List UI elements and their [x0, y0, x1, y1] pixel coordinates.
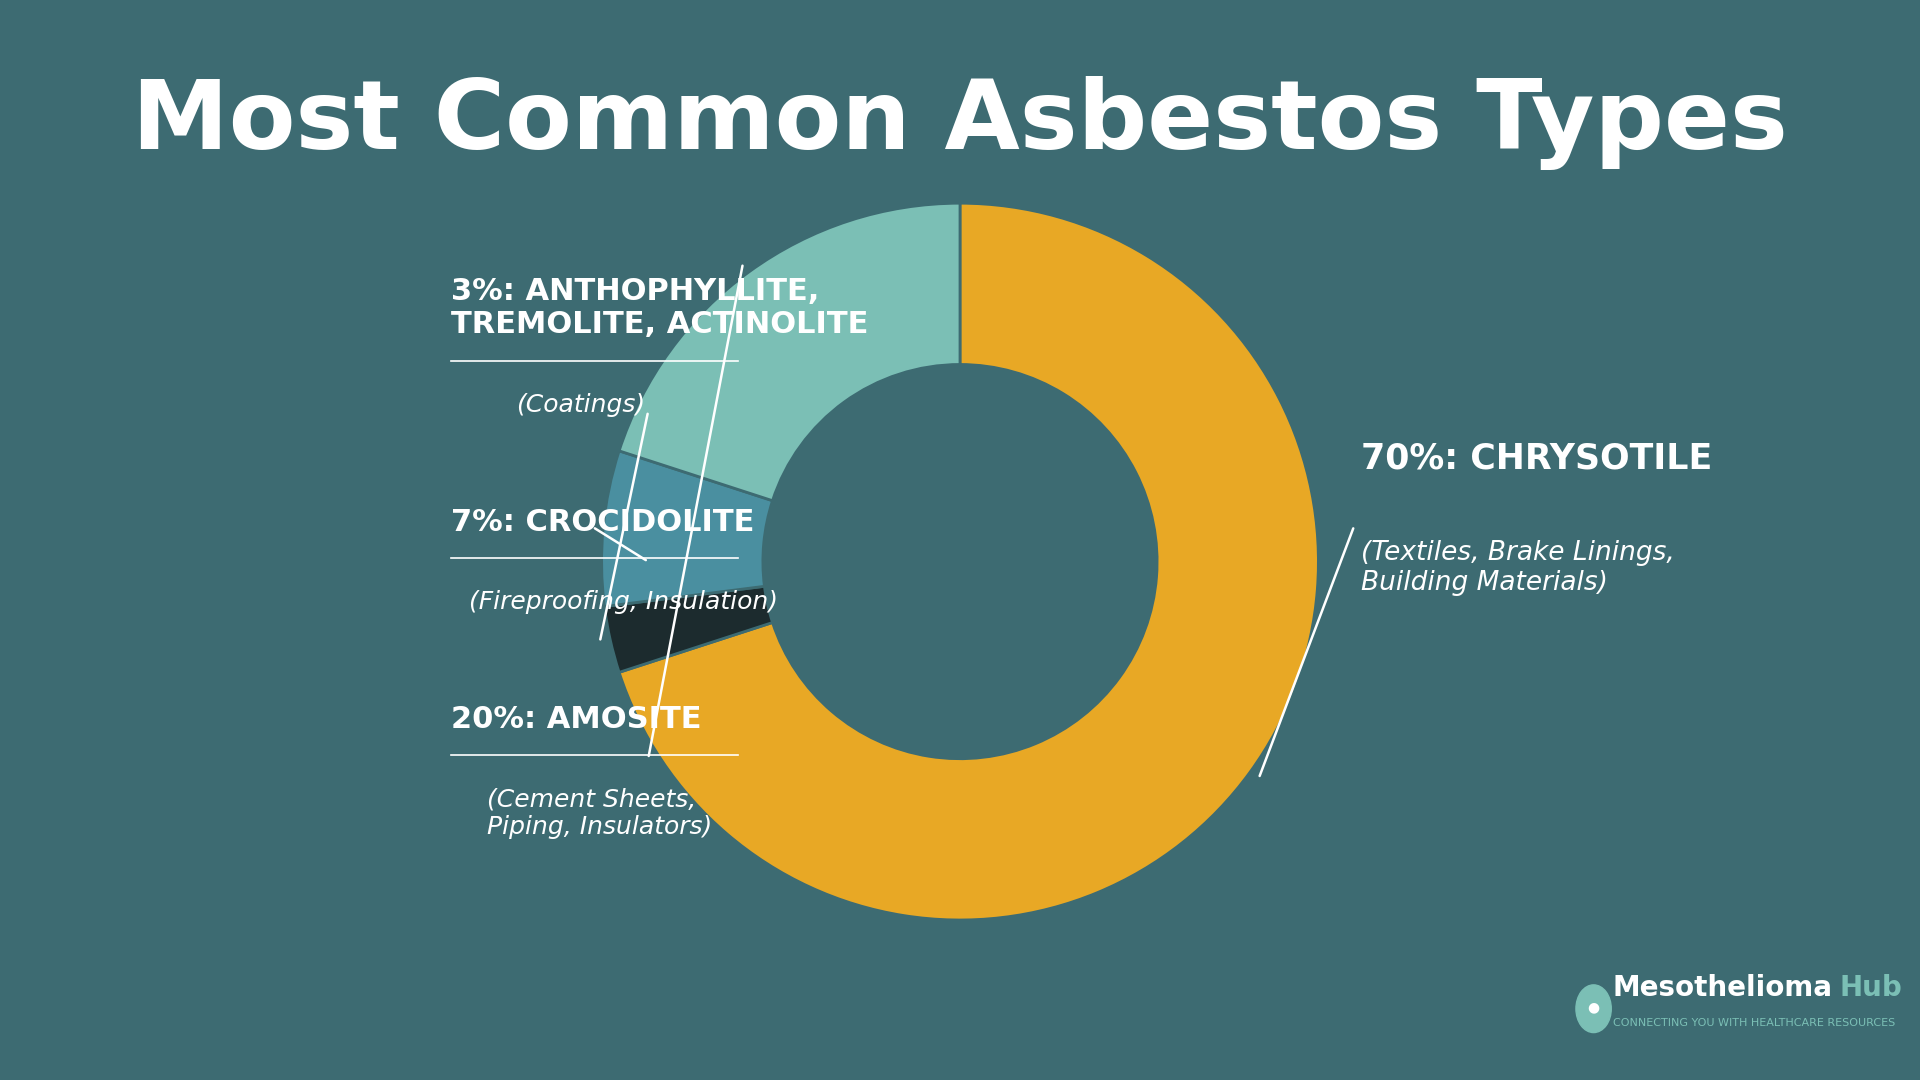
Text: Most Common Asbestos Types: Most Common Asbestos Types: [132, 76, 1788, 170]
Wedge shape: [618, 203, 960, 501]
Text: CONNECTING YOU WITH HEALTHCARE RESOURCES: CONNECTING YOU WITH HEALTHCARE RESOURCES: [1613, 1018, 1895, 1028]
Text: (Cement Sheets,
Piping, Insulators): (Cement Sheets, Piping, Insulators): [488, 787, 712, 839]
Text: 7%: CROCIDOLITE: 7%: CROCIDOLITE: [451, 508, 755, 537]
Text: 20%: AMOSITE: 20%: AMOSITE: [451, 704, 701, 733]
Text: 3%: ANTHOPHYLLITE,
TREMOLITE, ACTINOLITE: 3%: ANTHOPHYLLITE, TREMOLITE, ACTINOLITE: [451, 276, 868, 339]
Text: (Coatings): (Coatings): [516, 393, 645, 417]
Text: Hub: Hub: [1839, 974, 1903, 1002]
Wedge shape: [618, 203, 1319, 920]
Text: ●: ●: [1588, 1001, 1599, 1015]
Text: 70%: CHRYSOTILE: 70%: CHRYSOTILE: [1361, 442, 1713, 475]
Wedge shape: [605, 586, 772, 673]
Text: (Textiles, Brake Linings,
Building Materials): (Textiles, Brake Linings, Building Mater…: [1361, 540, 1674, 596]
Wedge shape: [601, 450, 772, 607]
Text: Mesothelioma: Mesothelioma: [1613, 974, 1834, 1002]
Circle shape: [1576, 985, 1611, 1032]
Text: (Fireproofing, Insulation): (Fireproofing, Insulation): [468, 591, 778, 615]
